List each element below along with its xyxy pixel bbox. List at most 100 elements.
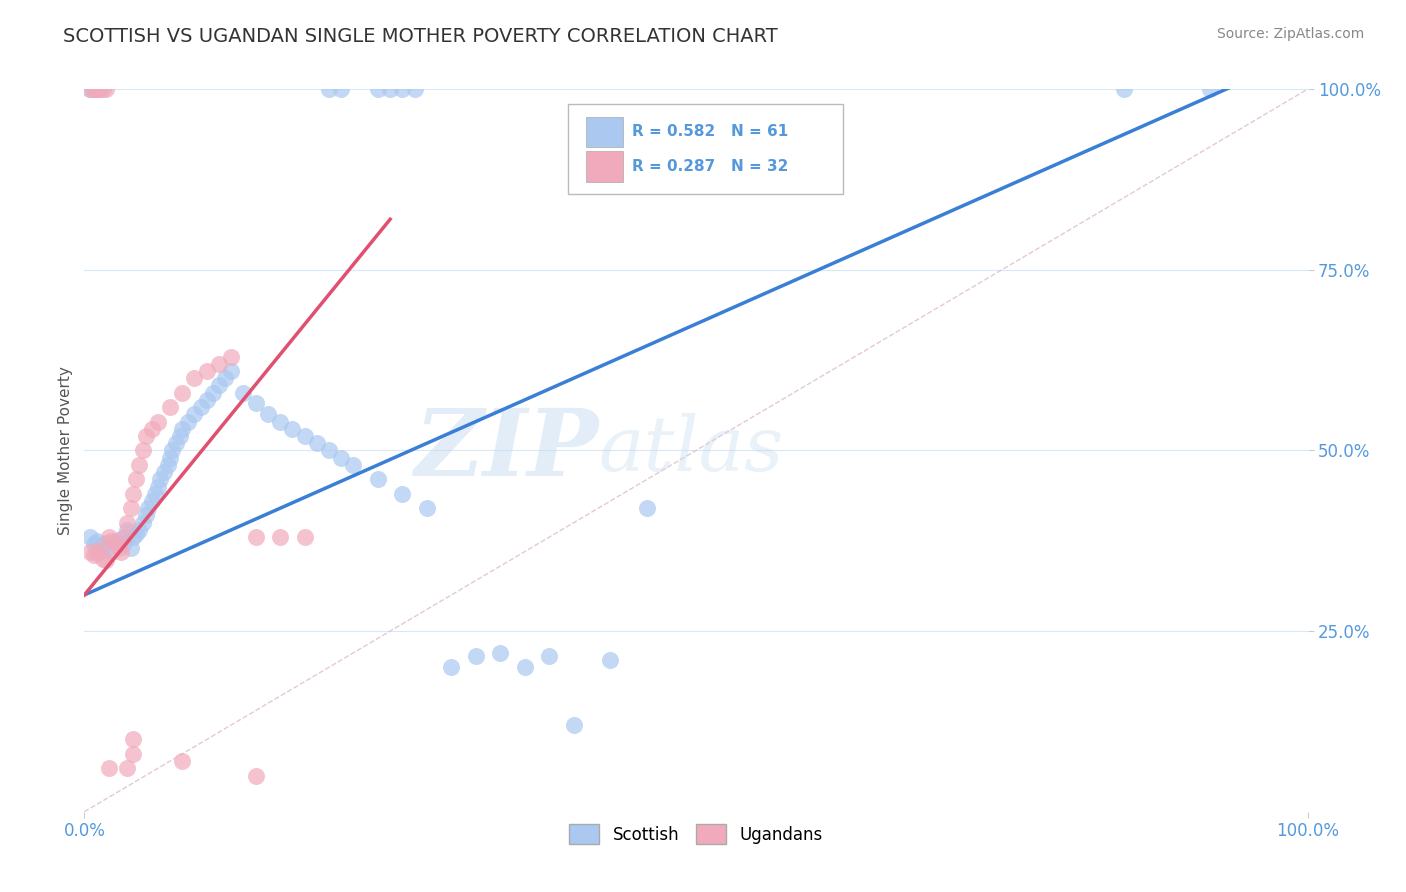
Point [110,532,132,546]
Point [380,82,402,96]
Point [305,436,328,450]
Point [245,769,267,783]
Point [115,761,138,775]
Point [636,501,658,516]
Point [135,508,157,523]
Point [177,415,200,429]
FancyBboxPatch shape [586,117,623,147]
Point [87,543,110,558]
Point [120,541,142,555]
Point [172,754,194,768]
Point [87,541,110,555]
Point [97,530,120,544]
Point [122,747,145,761]
Point [294,429,316,443]
Point [367,82,389,96]
Point [195,392,218,407]
Point [100,533,122,548]
Point [146,415,169,429]
Point [404,82,426,96]
Point [104,537,127,551]
Point [86,82,108,96]
Point [132,516,155,530]
Point [208,378,231,392]
Point [195,364,218,378]
Point [269,415,291,429]
Point [122,732,145,747]
FancyBboxPatch shape [586,152,623,182]
Point [112,530,135,544]
Text: SCOTTISH VS UGANDAN SINGLE MOTHER POVERTY CORRELATION CHART: SCOTTISH VS UGANDAN SINGLE MOTHER POVERT… [63,27,778,45]
Point [153,465,176,479]
Point [87,82,110,96]
Point [96,536,118,550]
Point [391,487,413,501]
Point [83,537,105,551]
Point [79,544,101,558]
Point [79,82,101,96]
Point [96,82,118,96]
Point [100,544,122,558]
Point [162,443,184,458]
Point [208,357,231,371]
Point [136,501,159,516]
Point [219,350,242,364]
Point [135,429,157,443]
Point [86,533,108,548]
Point [391,82,413,96]
Point [115,523,138,537]
Point [91,82,114,96]
Point [257,407,280,421]
Point [330,450,353,465]
Point [120,501,142,516]
Point [367,472,389,486]
Point [79,82,101,96]
Point [86,82,108,96]
Point [281,422,304,436]
Point [342,458,364,472]
Point [183,407,205,421]
Text: Source: ZipAtlas.com: Source: ZipAtlas.com [1216,27,1364,41]
Point [1114,82,1136,96]
Point [232,385,254,400]
Point [562,718,585,732]
Point [83,82,105,96]
Text: ZIP: ZIP [413,406,598,495]
Point [513,660,536,674]
Point [122,487,145,501]
Point [110,544,132,558]
Point [416,501,439,516]
Point [245,396,267,410]
Point [107,541,129,555]
Point [219,364,242,378]
Point [141,494,163,508]
Point [599,653,621,667]
Point [201,385,224,400]
Point [146,480,169,494]
Point [128,458,150,472]
Point [122,530,145,544]
Point [294,530,316,544]
Point [269,530,291,544]
Point [83,548,105,562]
Point [91,551,114,566]
Point [169,429,191,443]
Point [104,533,127,548]
Point [86,546,108,560]
Point [91,537,114,551]
Text: R = 0.287   N = 32: R = 0.287 N = 32 [633,159,789,174]
Point [440,660,463,674]
Y-axis label: Single Mother Poverty: Single Mother Poverty [58,366,73,535]
Point [538,649,561,664]
Point [172,422,194,436]
Point [115,516,138,530]
Point [165,436,187,450]
Point [245,530,267,544]
Point [132,443,155,458]
Point [1198,82,1220,96]
Point [143,487,166,501]
Point [159,400,181,414]
Point [489,646,512,660]
Legend: Scottish, Ugandans: Scottish, Ugandans [562,818,830,850]
Text: R = 0.582   N = 61: R = 0.582 N = 61 [633,124,789,139]
